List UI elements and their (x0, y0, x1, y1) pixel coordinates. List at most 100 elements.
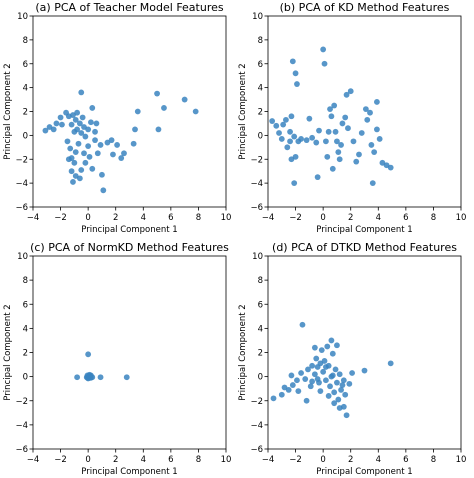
data-point (161, 105, 167, 111)
y-tick-label: 10 (17, 252, 28, 262)
data-point (78, 167, 85, 173)
x-tick-label: 10 (456, 213, 467, 223)
data-point (70, 179, 76, 185)
x-tick-label: 4 (376, 213, 381, 223)
data-point (59, 121, 65, 128)
data-point (364, 116, 371, 123)
data-point (374, 99, 380, 105)
data-point (88, 374, 94, 381)
x-axis-label: Principal Component 1 (81, 467, 177, 477)
data-point (72, 149, 79, 155)
data-point (303, 137, 310, 144)
x-tick-label: 8 (196, 455, 201, 465)
x-axis-label: Principal Component 1 (316, 467, 412, 477)
y-tick-label: 0 (258, 373, 263, 383)
data-point (88, 119, 94, 126)
x-tick-label: −2 (289, 213, 302, 223)
subplot-title: (c) PCA of NormKD Method Features (30, 241, 229, 254)
data-point (306, 115, 313, 122)
data-point (288, 372, 295, 379)
y-tick-label: 8 (258, 276, 263, 286)
data-point (327, 106, 333, 113)
data-point (85, 351, 92, 358)
data-point (294, 81, 300, 87)
data-point (97, 374, 104, 381)
data-point (291, 180, 298, 187)
data-point (110, 151, 116, 158)
data-point (335, 396, 342, 403)
data-point (114, 142, 120, 148)
data-point (338, 386, 344, 393)
data-point (334, 342, 340, 349)
data-point (64, 138, 71, 145)
data-point (314, 376, 321, 382)
x-tick-label: −4 (262, 213, 275, 223)
data-point (299, 321, 306, 328)
data-point (334, 379, 340, 386)
y-tick-label: −6 (250, 445, 263, 455)
y-tick-label: 4 (258, 84, 263, 94)
data-point (338, 142, 344, 148)
data-point (324, 343, 331, 350)
data-point (387, 164, 394, 171)
x-tick-label: 8 (431, 455, 436, 465)
data-point (85, 126, 92, 133)
data-point (192, 108, 199, 115)
data-point (323, 138, 329, 145)
data-point (350, 138, 357, 145)
data-point (321, 358, 328, 364)
y-tick-label: −6 (15, 203, 28, 213)
data-point (325, 393, 332, 399)
y-tick-label: 8 (23, 276, 28, 286)
y-tick-label: 0 (23, 373, 28, 383)
x-tick-label: 6 (403, 213, 408, 223)
data-point (281, 384, 288, 391)
data-point (118, 155, 125, 161)
x-tick-label: 0 (85, 213, 90, 223)
data-point (94, 150, 101, 157)
data-point (311, 371, 318, 378)
data-point (81, 150, 87, 157)
data-point (42, 127, 49, 134)
data-point (329, 372, 336, 379)
y-tick-label: 4 (258, 324, 263, 334)
data-point (313, 355, 320, 362)
data-point (309, 134, 316, 141)
data-point (280, 121, 287, 128)
data-point (283, 116, 289, 123)
data-point (309, 378, 316, 385)
data-point (323, 364, 329, 370)
data-point (130, 140, 137, 147)
data-point (74, 374, 81, 381)
data-point (356, 151, 362, 158)
x-tick-label: 6 (168, 455, 173, 465)
data-point (278, 136, 285, 142)
axes-frame (267, 255, 462, 450)
data-point (303, 397, 310, 404)
data-point (311, 344, 318, 351)
data-point (347, 88, 354, 95)
data-point (74, 109, 81, 116)
data-point (345, 125, 351, 132)
data-point (323, 377, 329, 384)
subplot-3: (c) PCA of NormKD Method Features −4 −2 0 2 4… (3, 241, 231, 477)
data-point (134, 108, 141, 115)
data-point (368, 142, 375, 148)
data-point (276, 130, 282, 136)
subplot-2: (b) PCA of KD Method Features −4 −2 0 2 4 6 8 10… (238, 1, 466, 235)
data-point (67, 145, 74, 152)
x-tick-label: −2 (54, 213, 67, 223)
x-tick-label: −2 (54, 455, 67, 465)
data-point (181, 96, 188, 103)
x-tick-label: 8 (196, 213, 201, 223)
data-point (332, 128, 339, 135)
data-point (336, 156, 343, 163)
data-point (74, 126, 81, 133)
data-point (97, 142, 104, 148)
x-tick-label: −4 (27, 213, 40, 223)
data-point (339, 382, 346, 388)
data-point (331, 400, 338, 407)
data-point (288, 156, 295, 163)
data-point (132, 126, 138, 133)
